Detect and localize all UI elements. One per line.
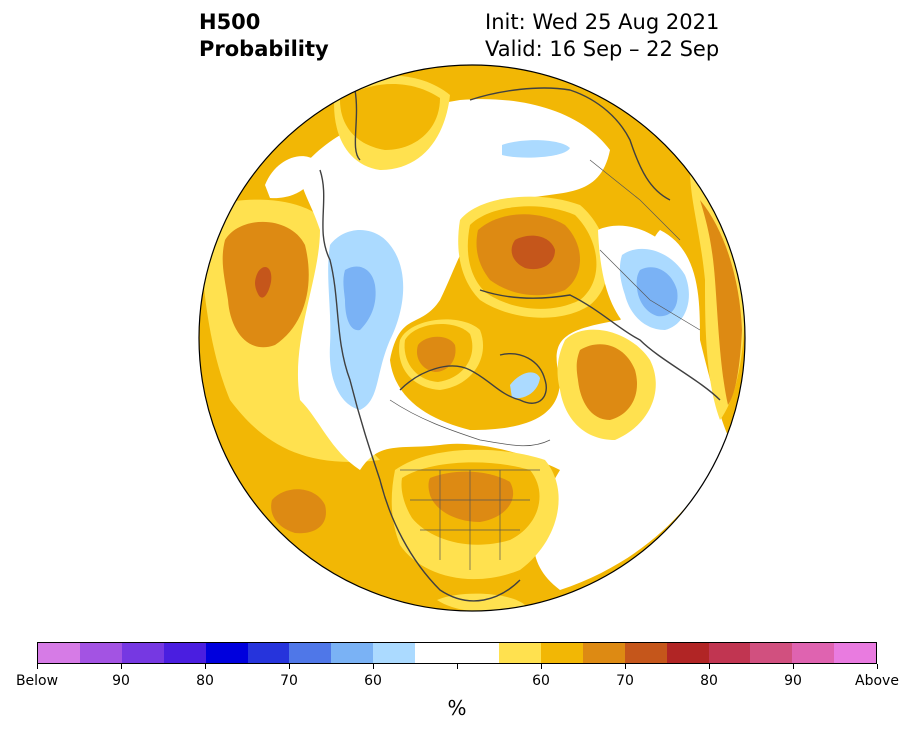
colorbar-segment bbox=[331, 643, 374, 663]
colorbar-tick bbox=[121, 664, 122, 669]
colorbar-segment bbox=[121, 643, 164, 663]
colorbar-tick bbox=[793, 664, 794, 669]
colorbar-tick-label: 90 bbox=[112, 673, 130, 689]
colorbar-tick bbox=[877, 664, 878, 669]
colorbar-segment bbox=[247, 643, 290, 663]
above-60-north-pacific bbox=[340, 83, 440, 150]
coastlines bbox=[319, 87, 721, 602]
colorbar-tick-label: 80 bbox=[700, 673, 718, 689]
colorbar-tick bbox=[205, 664, 206, 669]
coastline-eurasia bbox=[479, 289, 721, 401]
above-70-usa bbox=[428, 471, 514, 522]
colorbar-tick-label: 70 bbox=[616, 673, 634, 689]
below-60-west-canada bbox=[343, 266, 376, 331]
colorbar-tick bbox=[289, 664, 290, 669]
colorbar-segment bbox=[834, 643, 877, 663]
colorbar-tick-label: 90 bbox=[784, 673, 802, 689]
colorbar-tick bbox=[373, 664, 374, 669]
colorbar-segment bbox=[373, 643, 416, 663]
above-80-siberia bbox=[511, 235, 555, 270]
colorbar-segment bbox=[457, 643, 499, 663]
colorbar-segment bbox=[289, 643, 332, 663]
colorbar-segment bbox=[540, 643, 583, 663]
colorbar-tick-label: Above bbox=[855, 673, 899, 689]
polar-map bbox=[198, 64, 746, 612]
colorbar-tick-label: 80 bbox=[196, 673, 214, 689]
colorbar-unit: % bbox=[447, 696, 467, 720]
above-70-europe bbox=[576, 344, 638, 420]
valid-period: Valid: 16 Sep – 22 Sep bbox=[485, 37, 720, 61]
above-70-east-edge bbox=[700, 200, 742, 405]
colorbar-tick-label: 60 bbox=[364, 673, 382, 689]
colorbar-tick bbox=[541, 664, 542, 669]
colorbar-tick bbox=[625, 664, 626, 669]
colorbar-tick-label: 60 bbox=[532, 673, 550, 689]
probability-field bbox=[199, 65, 745, 611]
colorbar-tick-label: Below bbox=[15, 673, 59, 689]
neutral-region bbox=[297, 99, 730, 590]
colorbar-tick-label: 70 bbox=[280, 673, 298, 689]
title-left: H500 Probability bbox=[199, 9, 329, 63]
title-right: Init: Wed 25 Aug 2021 Valid: 16 Sep – 22… bbox=[485, 9, 719, 63]
colorbar-tick-center bbox=[457, 664, 458, 669]
colorbar-segment bbox=[163, 643, 206, 663]
colorbar bbox=[37, 642, 877, 664]
coastline-kamchatka bbox=[354, 89, 361, 161]
colorbar-tick bbox=[37, 664, 38, 669]
below-50-greenland bbox=[510, 372, 540, 399]
globe-outline bbox=[198, 64, 746, 612]
variable-title: H500 bbox=[199, 10, 261, 34]
init-date: Init: Wed 25 Aug 2021 bbox=[485, 10, 720, 34]
colorbar-segment bbox=[750, 643, 793, 663]
product-title: Probability bbox=[199, 37, 329, 61]
colorbar-segment bbox=[415, 643, 458, 663]
above-70-central-pacific bbox=[271, 489, 326, 534]
colorbar-segment bbox=[38, 643, 80, 663]
coastline-arctic-canada bbox=[399, 353, 547, 404]
colorbar-segment bbox=[498, 643, 541, 663]
colorbar-segment bbox=[666, 643, 709, 663]
colorbar-segment bbox=[205, 643, 248, 663]
above-70-canada bbox=[416, 336, 456, 372]
colorbar-segment bbox=[708, 643, 751, 663]
coastline-west bbox=[319, 169, 521, 602]
border-canada bbox=[389, 399, 551, 447]
below-60-scandinavia bbox=[636, 267, 678, 317]
neutral-pocket-nw bbox=[265, 156, 316, 199]
above-80-west-pacific bbox=[255, 267, 272, 298]
borders bbox=[389, 159, 701, 570]
coastline-siberia bbox=[469, 87, 671, 201]
colorbar-segment bbox=[79, 643, 122, 663]
colorbar-tick bbox=[709, 664, 710, 669]
colorbar-segment bbox=[624, 643, 667, 663]
below-50-arctic bbox=[502, 140, 570, 158]
colorbar-segment bbox=[792, 643, 835, 663]
border-eurasia bbox=[589, 159, 701, 331]
colorbar-segment bbox=[582, 643, 625, 663]
border-states bbox=[400, 469, 540, 570]
